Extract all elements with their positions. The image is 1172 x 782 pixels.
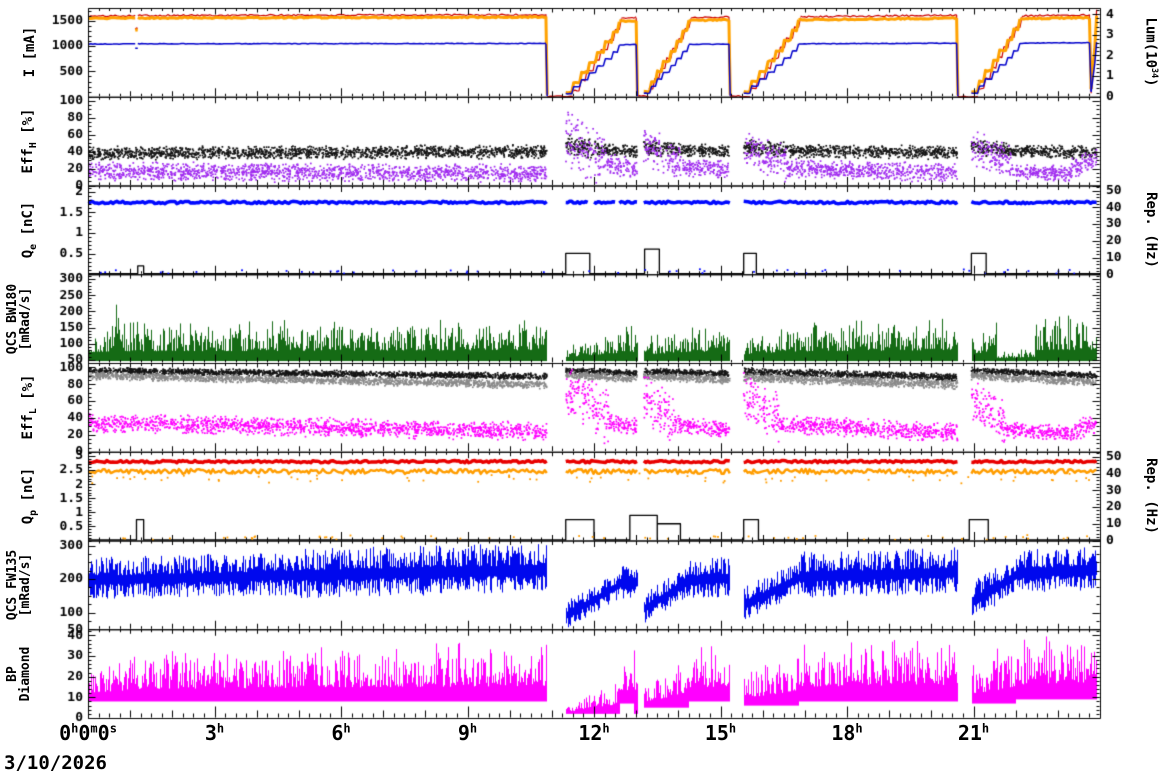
date-label: 3/10/2026	[4, 752, 107, 774]
